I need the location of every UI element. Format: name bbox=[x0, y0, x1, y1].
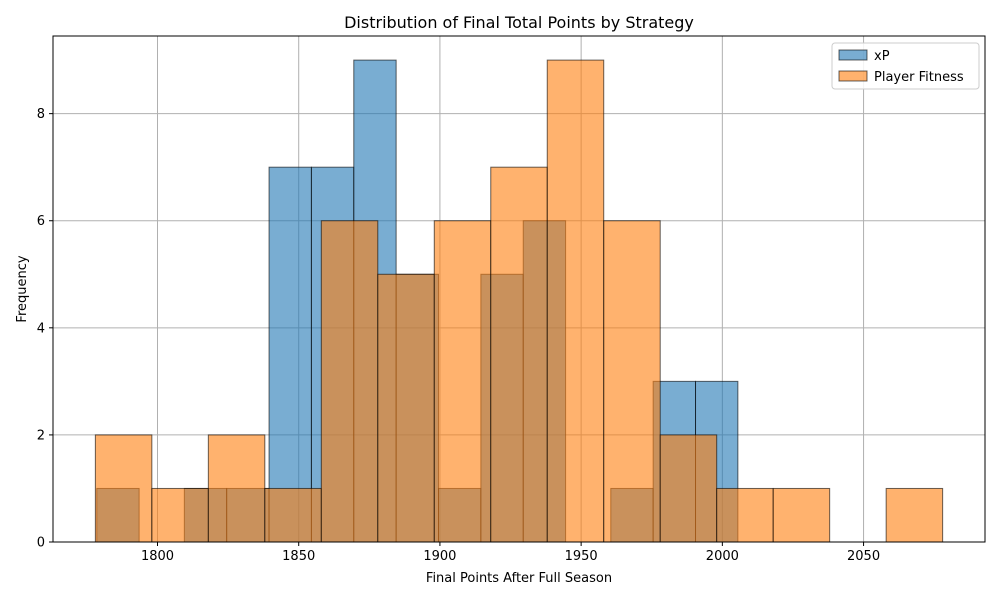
histogram-bar-player-fitness bbox=[546, 59, 605, 543]
legend: xP Player Fitness bbox=[831, 42, 980, 90]
x-tick-label: 1900 bbox=[423, 549, 456, 564]
chart-title: Distribution of Final Total Points by St… bbox=[344, 13, 694, 32]
y-tick-label: 6 bbox=[37, 214, 45, 229]
y-axis-label: Frequency bbox=[15, 255, 30, 322]
histogram-bar-player-fitness bbox=[772, 487, 831, 543]
x-tick-label: 2050 bbox=[847, 549, 880, 564]
y-tick-label: 8 bbox=[37, 107, 45, 122]
y-tick-label: 0 bbox=[37, 536, 45, 551]
plot-frame bbox=[52, 35, 986, 543]
x-axis-label: Final Points After Full Season bbox=[426, 571, 612, 586]
legend-label: Player Fitness bbox=[874, 70, 964, 85]
axis-ticks: 1800 1850 1900 1950 2000 2050 0 2 4 6 8 bbox=[37, 107, 880, 564]
histogram-bar-player-fitness bbox=[377, 273, 435, 543]
x-tick-label: 1950 bbox=[565, 549, 598, 564]
legend-swatch bbox=[838, 49, 868, 61]
x-tick-label: 1800 bbox=[141, 549, 174, 564]
legend-box bbox=[831, 42, 980, 90]
histogram-bar-player-fitness bbox=[885, 487, 944, 543]
x-tick-label: 1850 bbox=[282, 549, 315, 564]
y-tick-label: 4 bbox=[37, 321, 45, 336]
y-tick-label: 2 bbox=[37, 428, 45, 443]
histogram-bar-xp bbox=[268, 166, 312, 543]
histogram-bar-player-fitness bbox=[603, 220, 661, 543]
bars bbox=[94, 59, 944, 543]
histogram-bar-player-fitness bbox=[207, 434, 266, 543]
histogram-bar-player-fitness bbox=[320, 220, 379, 543]
histogram-bar-player-fitness bbox=[659, 434, 718, 543]
legend-swatch bbox=[838, 70, 868, 82]
histogram-bar-player-fitness bbox=[264, 487, 322, 543]
x-tick-label: 2000 bbox=[706, 549, 739, 564]
histogram-bar-player-fitness bbox=[716, 487, 774, 543]
legend-label: xP bbox=[874, 49, 890, 64]
histogram-bar-player-fitness bbox=[433, 220, 492, 543]
histogram-bar-player-fitness bbox=[151, 487, 209, 543]
histogram-bar-player-fitness bbox=[490, 166, 548, 543]
histogram-bar-player-fitness bbox=[94, 434, 153, 543]
